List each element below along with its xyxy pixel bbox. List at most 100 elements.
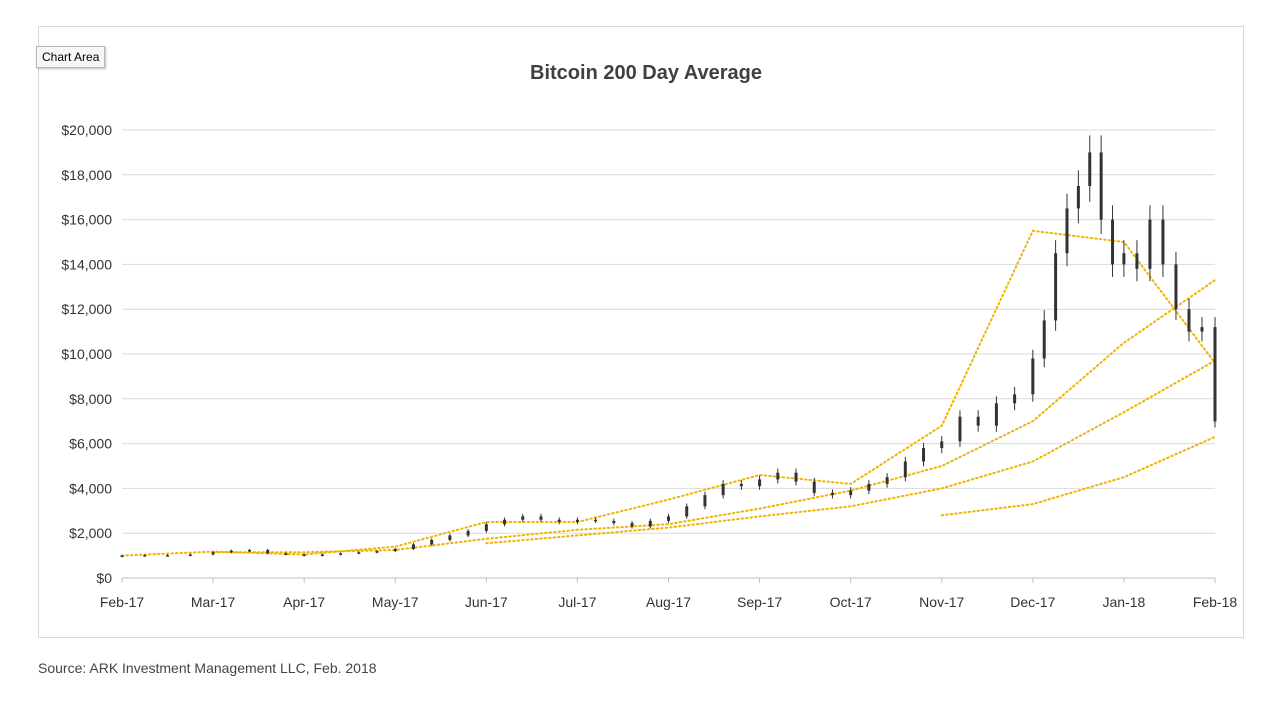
candle-body [758, 479, 762, 487]
candle-body [794, 472, 798, 482]
candle-body [166, 555, 170, 557]
moving-average-line [121, 229, 1216, 557]
x-tick-label: Jul-17 [558, 594, 596, 610]
x-tick-label: Sep-17 [737, 594, 782, 610]
candle-body [339, 553, 343, 555]
candle-body [1187, 309, 1191, 332]
candle-body [411, 544, 415, 549]
candle-body [994, 403, 998, 426]
candle-body [375, 551, 379, 553]
y-tick-label: $20,000 [61, 122, 112, 138]
y-tick-label: $12,000 [61, 301, 112, 317]
candle-body [812, 481, 816, 493]
moving-average-line [212, 279, 1216, 554]
candle-body [1042, 320, 1046, 359]
y-tick-label: $8,000 [69, 391, 112, 407]
x-tick-label: Nov-17 [919, 594, 964, 610]
candle-body [721, 483, 725, 496]
candle-body [143, 555, 147, 557]
candle-body [1161, 219, 1165, 265]
candle-body [830, 492, 834, 496]
candle-body [266, 550, 270, 554]
candle-body [1135, 253, 1139, 269]
candle-body [1076, 186, 1080, 209]
y-tick-label: $10,000 [61, 346, 112, 362]
x-tick-label: Apr-17 [283, 594, 325, 610]
candle-body [484, 524, 488, 531]
candle-body [248, 550, 252, 552]
candle-body [1213, 354, 1217, 388]
x-tick-label: Jun-17 [465, 594, 508, 610]
candle-body [302, 554, 306, 556]
candle-body [120, 555, 124, 558]
source-note: Source: ARK Investment Management LLC, F… [38, 660, 377, 676]
x-axis-tick-labels: Feb-17 Mar-17 Apr-17 May-17 Jun-17 Jul-17 Aug-… [100, 578, 1238, 610]
candle-body [1111, 219, 1115, 265]
candle-body [612, 520, 616, 524]
candle-body [776, 472, 780, 480]
candle-body [1148, 219, 1152, 269]
price-candles [120, 135, 1217, 558]
candle-body [867, 483, 871, 491]
candle-body [229, 550, 233, 553]
candle-body [503, 519, 507, 525]
candle-body [703, 495, 707, 507]
candle-body [448, 535, 452, 540]
chart-area-tooltip: Chart Area [36, 46, 106, 68]
x-tick-label: Oct-17 [830, 594, 872, 610]
moving-average-line [940, 435, 1216, 517]
y-tick-label: $16,000 [61, 212, 112, 228]
candle-body [320, 554, 324, 556]
chart-title: Bitcoin 200 Day Average [530, 62, 762, 84]
candle-body [1213, 327, 1217, 354]
gridlines [122, 129, 1215, 534]
candle-body [1122, 253, 1126, 265]
candle-body [1200, 327, 1204, 332]
y-tick-label: $0 [96, 570, 112, 586]
candle-body [976, 416, 980, 426]
candle-body [739, 483, 743, 487]
candle-body [1099, 152, 1103, 220]
candle-body [685, 506, 689, 517]
moving-average-line [485, 359, 1216, 545]
y-tick-label: $6,000 [69, 436, 112, 452]
x-tick-label: Jan-18 [1103, 594, 1146, 610]
x-tick-label: Feb-17 [100, 594, 145, 610]
candle-body [940, 441, 944, 449]
candle-body [1213, 410, 1217, 422]
x-tick-label: Mar-17 [191, 594, 236, 610]
candle-body [849, 490, 853, 496]
y-tick-label: $2,000 [69, 525, 112, 541]
candle-body [1065, 208, 1069, 254]
candle-body [922, 448, 926, 462]
candle-body [903, 461, 907, 478]
y-tick-label: $14,000 [61, 256, 112, 272]
candle-body [648, 520, 652, 527]
x-tick-label: Dec-17 [1010, 594, 1055, 610]
candle-body [575, 519, 579, 522]
candle-body [1031, 358, 1035, 395]
candle-body [1013, 394, 1017, 404]
candle-body [284, 553, 288, 555]
candle-body [1054, 253, 1058, 321]
y-tick-label: $18,000 [61, 167, 112, 183]
candle-body [357, 552, 361, 554]
candle-body [557, 519, 561, 522]
candle-body [430, 539, 434, 545]
candle-body [1088, 152, 1092, 186]
y-tick-label: $4,000 [69, 480, 112, 496]
candle-body [188, 554, 192, 556]
y-axis-tick-labels: $0 $2,000 $4,000 $6,000 $8,000 $10,000 $12,000… [61, 122, 112, 586]
candle-body [466, 530, 470, 536]
candle-body [958, 416, 962, 442]
candle-body [393, 548, 397, 552]
candle-body [539, 516, 543, 520]
moving-average-lines [121, 229, 1216, 557]
candle-body [521, 516, 525, 520]
candle-body [667, 516, 670, 521]
candle-body [885, 477, 889, 484]
candle-body [1174, 264, 1178, 310]
candle-body [211, 552, 215, 555]
x-tick-label: Feb-18 [1193, 594, 1238, 610]
